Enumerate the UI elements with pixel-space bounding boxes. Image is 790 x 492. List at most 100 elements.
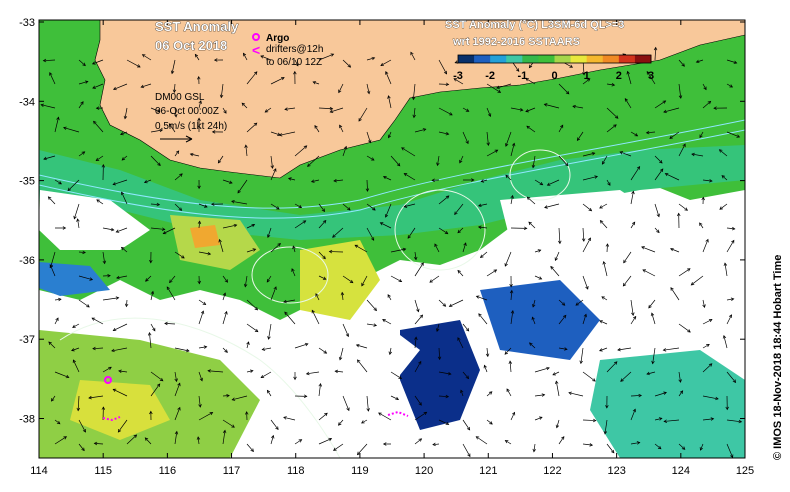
current-vector — [580, 347, 584, 364]
current-vector — [246, 341, 249, 349]
nodata-gap-1 — [39, 190, 150, 250]
current-vector — [603, 261, 608, 277]
current-vector — [719, 203, 728, 210]
current-vector-head — [200, 310, 205, 315]
current-vector-head — [305, 371, 310, 376]
current-vector-head — [328, 249, 333, 254]
current-vector — [95, 155, 104, 161]
current-vector — [366, 299, 377, 311]
current-vector — [294, 439, 302, 445]
current-model-label: DM00 GSL — [155, 92, 205, 103]
current-vector — [342, 203, 351, 211]
current-vector — [627, 71, 632, 85]
current-vector — [54, 298, 62, 301]
current-vector-head — [684, 207, 688, 211]
sst-band-teal — [39, 145, 745, 240]
current-vector-head — [72, 324, 76, 328]
current-vector-head — [120, 131, 124, 136]
current-vector-head — [168, 123, 173, 127]
current-vector — [702, 395, 719, 400]
current-vector — [481, 179, 488, 182]
current-vector-head — [410, 51, 414, 56]
current-vector — [318, 383, 321, 397]
current-vector-head — [156, 202, 161, 207]
current-vector-head — [92, 346, 96, 351]
current-vector-head — [599, 205, 603, 209]
current-vector — [550, 266, 560, 277]
current-vector-head — [329, 109, 334, 113]
current-vector — [126, 434, 137, 445]
current-vector — [102, 251, 106, 264]
current-vector — [54, 179, 62, 185]
current-vector — [486, 149, 498, 157]
drifter-track-2 — [387, 410, 409, 417]
current-vector-head — [241, 102, 246, 107]
current-vector-head — [645, 130, 650, 135]
current-vector-head — [449, 112, 453, 116]
current-vector-head — [423, 411, 428, 416]
current-vector-head — [40, 103, 45, 107]
current-vector — [120, 131, 128, 135]
current-vector — [599, 320, 608, 325]
current-vector — [654, 168, 664, 181]
sst-field — [39, 20, 745, 458]
current-vector — [696, 59, 704, 63]
current-vector — [529, 342, 536, 349]
current-vector — [174, 150, 180, 157]
current-vector — [190, 153, 200, 157]
current-vector — [222, 292, 226, 301]
current-vector-head — [659, 159, 663, 164]
current-vector — [121, 247, 128, 253]
current-vector — [510, 107, 523, 111]
current-vector-head — [194, 53, 199, 58]
current-vector-head — [460, 389, 464, 394]
current-vector-head — [538, 416, 543, 420]
current-vector — [410, 52, 416, 61]
current-vector — [218, 155, 224, 164]
current-vector-head — [140, 84, 145, 89]
current-vector-head — [340, 291, 345, 296]
current-vector-head — [729, 84, 734, 88]
current-vector-head — [76, 407, 81, 412]
current-vector — [476, 295, 488, 301]
current-vector — [414, 337, 417, 349]
current-vector-head — [76, 218, 80, 222]
current-vector-head — [73, 215, 77, 220]
current-vector-head — [611, 449, 615, 454]
current-vector — [582, 314, 587, 325]
current-vector — [270, 155, 273, 169]
current-vector-head — [576, 137, 581, 142]
current-vector — [620, 371, 632, 382]
current-vector — [270, 168, 277, 181]
current-vector-head — [709, 179, 713, 183]
current-vector — [116, 275, 128, 279]
current-vector-head — [260, 55, 264, 59]
current-vector-head — [586, 78, 591, 82]
current-vector — [702, 418, 714, 421]
current-vector — [436, 323, 440, 332]
current-vector-head — [322, 276, 327, 280]
current-vector-head — [89, 277, 94, 281]
current-vector-head — [601, 161, 606, 165]
current-vector — [385, 203, 392, 218]
current-vector — [150, 291, 154, 301]
current-vector — [294, 145, 307, 157]
current-vector — [437, 155, 440, 166]
current-vector-head — [224, 310, 228, 315]
current-vector-head — [575, 302, 580, 306]
current-vector — [54, 317, 59, 325]
current-vector — [366, 323, 377, 326]
current-vector-head — [120, 191, 125, 196]
current-vector — [78, 299, 90, 308]
current-vector-head — [607, 182, 611, 186]
current-vector-head — [463, 242, 467, 247]
current-vector — [318, 347, 327, 354]
current-vector-head — [510, 194, 514, 199]
current-vector — [294, 203, 302, 208]
current-vector — [92, 59, 104, 65]
current-vector-head — [366, 90, 371, 95]
current-vector-head — [147, 332, 152, 336]
current-vector-head — [588, 207, 593, 212]
current-vector — [318, 438, 332, 445]
current-vector — [654, 418, 662, 421]
